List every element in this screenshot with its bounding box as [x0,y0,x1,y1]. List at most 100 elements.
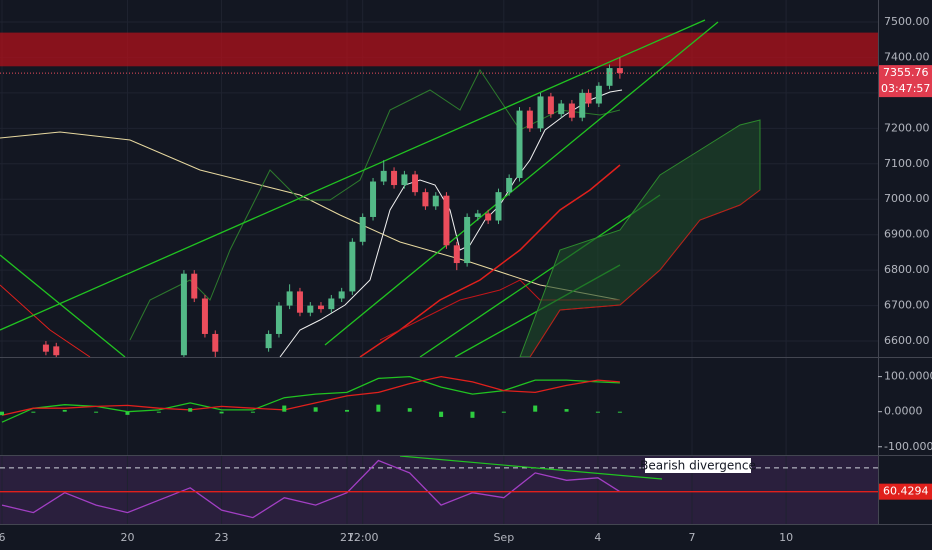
candle-body [391,170,398,186]
candle-body [296,291,303,313]
candle-body [401,174,408,186]
candle-body [42,344,49,352]
indicator-line [1,459,621,519]
candle-body [516,110,523,178]
x-tick-label: 27 [340,531,354,544]
candle-body [180,273,187,356]
candle-body [547,96,554,115]
histogram-bar [156,411,161,413]
fast-ma [279,89,623,357]
kijun [0,284,91,357]
y-tick-label: 7200.00 [884,121,930,134]
candle-body [474,213,481,217]
histogram-bar [282,405,287,412]
candle-body [53,346,60,356]
annotation-box [645,458,751,473]
candle-body [595,85,602,104]
histogram-bar [439,411,444,417]
y-tick-label: 6800.00 [884,263,930,276]
histogram-bar [617,411,622,413]
candle-body [349,241,356,292]
y-tick-label: 6900.00 [884,228,930,241]
x-tick-label: Sep [493,531,514,544]
candle-body [495,192,502,221]
y-tick-label: 7500.00 [884,15,930,28]
axes: 6600.006700.006800.006900.007000.007100.… [0,15,932,544]
x-tick-label: 20 [120,531,134,544]
resistance-zone [0,32,878,67]
candle-body [464,216,471,264]
candle-body [265,333,272,349]
x-tick-label: 7 [689,531,696,544]
candle-body [526,110,533,129]
macd-pane [0,375,622,423]
histogram-bar [313,407,318,412]
candle-body [212,333,219,352]
candle-body [412,174,419,193]
rsi-value-box [879,483,932,500]
histogram-bar [219,411,224,414]
last-price-box [879,65,932,98]
trendline-upper [0,19,706,331]
histogram-bar [62,409,67,412]
y-tick-label: 6700.00 [884,299,930,312]
divergence-line [399,455,663,480]
candle-body [328,298,335,310]
y-tick-label: 7400.00 [884,50,930,63]
y-tick-label: 7000.00 [884,192,930,205]
indicator-line [1,375,620,416]
candle-body [286,291,293,306]
candle-body [370,181,377,217]
histogram-bar [250,411,255,413]
candle-body [338,291,345,299]
candle-body [579,92,586,118]
candle-body [558,103,565,115]
x-tick-label: 23 [215,531,229,544]
candle-body [616,68,623,74]
red-ma [359,164,621,357]
candle-body [317,305,324,310]
histogram-bar [501,411,506,413]
candles [0,57,878,357]
candle-body [422,192,429,207]
histogram-bar [345,409,350,412]
candle-body [453,245,460,264]
trendline-lower [324,21,719,346]
zone-layer [0,32,878,67]
x-tick-label: 6 [0,531,6,544]
x-tick-label: 4 [594,531,601,544]
y-tick-label: 0.0000 [884,405,923,418]
x-tick-label: 10 [779,531,793,544]
countdown-label: 03:47:57 [881,82,930,95]
candle-body [307,305,314,313]
last-price-label: 7355.76 [883,66,929,79]
y-tick-label: 7100.00 [884,157,930,170]
indicator-line [1,375,620,423]
candle-body [506,177,513,193]
histogram-bar [533,405,538,412]
candle-body [191,273,198,299]
histogram-bar [31,411,36,413]
grid [0,0,878,525]
trendline-2 [419,194,661,357]
candle-body [359,216,366,242]
candle-body [443,195,450,246]
candle-body [568,103,575,118]
candle-body [201,298,208,334]
rsi-value-label: 60.4294 [883,485,929,498]
candle-body [606,68,613,86]
candle-body [585,92,592,104]
histogram-bar [407,408,412,412]
annotation: Bearish divergence [640,459,756,473]
histogram-bar [564,409,569,412]
candle-body [485,213,492,221]
candle-body [537,96,544,129]
candle-body [432,195,439,207]
trendline-down [0,254,126,357]
histogram-bar [94,411,99,413]
histogram-bar [188,408,193,412]
y-tick-label: 100.0000 [884,370,932,383]
y-tick-label: -100.0000 [884,440,932,453]
x-tick-label: 12:00 [347,531,379,544]
